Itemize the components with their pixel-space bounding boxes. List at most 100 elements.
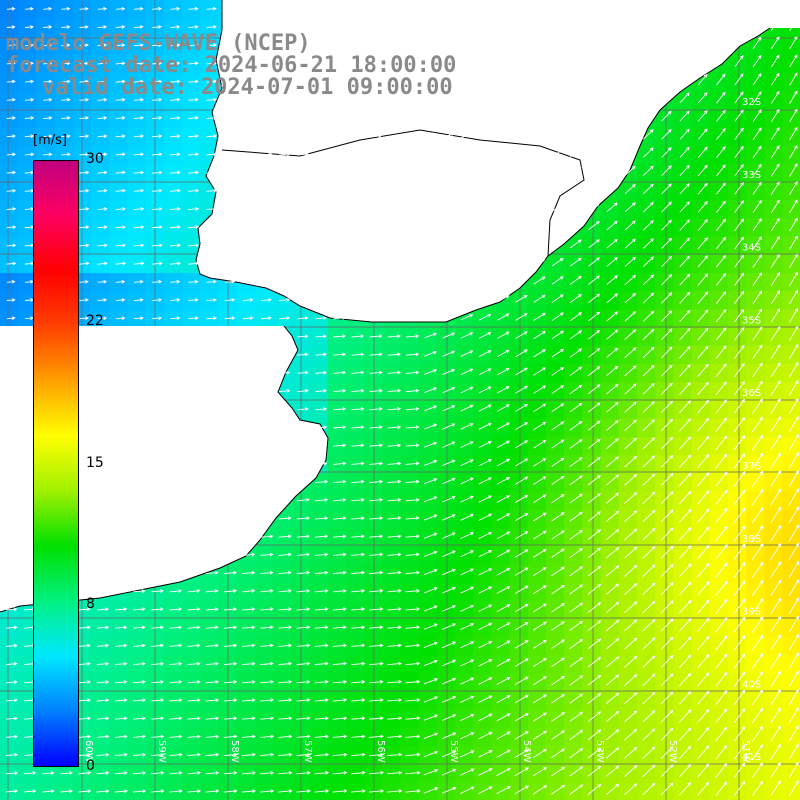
wind-arrow bbox=[479, 132, 491, 139]
wind-arrow bbox=[569, 711, 584, 722]
wind-arrow bbox=[733, 435, 746, 451]
wind-arrow bbox=[789, 72, 798, 86]
wind-arrow bbox=[643, 74, 654, 85]
wind-arrow bbox=[587, 693, 602, 704]
wind-arrow bbox=[679, 201, 690, 213]
wind-arrow bbox=[752, 762, 763, 778]
wind-arrow bbox=[624, 2, 636, 12]
wind-arrow bbox=[188, 261, 200, 266]
wind-arrow bbox=[133, 589, 146, 593]
wind-arrow bbox=[206, 443, 218, 448]
wind-arrow bbox=[605, 656, 620, 668]
wind-arrow bbox=[315, 334, 327, 339]
wind-arrow bbox=[187, 771, 202, 775]
wind-arrow bbox=[734, 182, 744, 195]
wind-arrow bbox=[151, 152, 163, 157]
wind-arrow bbox=[151, 680, 165, 684]
wind-arrow bbox=[79, 225, 90, 229]
wind-arrow bbox=[351, 589, 366, 593]
wind-arrow bbox=[369, 352, 383, 357]
wind-arrow bbox=[133, 680, 146, 684]
wind-arrow bbox=[569, 330, 583, 340]
wind-arrow bbox=[205, 789, 220, 793]
wind-arrow bbox=[678, 418, 692, 432]
wind-arrow bbox=[332, 771, 348, 775]
wind-arrow bbox=[678, 599, 692, 614]
wind-arrow bbox=[697, 37, 708, 49]
wind-arrow bbox=[97, 461, 108, 466]
wind-arrow bbox=[224, 152, 236, 157]
wind-arrow bbox=[351, 479, 365, 484]
wind-arrow bbox=[661, 310, 673, 322]
wind-arrow bbox=[733, 453, 746, 469]
wind-arrow bbox=[478, 640, 493, 649]
wind-arrow bbox=[770, 725, 781, 742]
wind-arrow bbox=[224, 479, 237, 484]
wind-arrow bbox=[61, 152, 71, 157]
wind-arrow bbox=[424, 223, 437, 230]
wind-arrow bbox=[96, 552, 109, 557]
wind-arrow bbox=[734, 326, 745, 341]
wind-arrow bbox=[423, 678, 439, 685]
wind-arrow bbox=[460, 350, 474, 357]
wind-arrow bbox=[789, 17, 798, 31]
wind-arrow bbox=[78, 661, 91, 666]
wind-arrow bbox=[715, 291, 727, 304]
wind-arrow bbox=[697, 490, 710, 505]
wind-arrow bbox=[115, 43, 126, 47]
wind-arrow bbox=[223, 716, 238, 721]
wind-arrow bbox=[569, 620, 584, 631]
wind-arrow bbox=[587, 493, 601, 504]
wind-arrow bbox=[151, 789, 165, 793]
wind-arrow bbox=[79, 116, 90, 120]
wind-arrow bbox=[697, 745, 710, 760]
wind-arrow bbox=[551, 21, 564, 30]
wind-arrow bbox=[260, 461, 273, 466]
wind-arrow bbox=[716, 73, 726, 86]
wind-arrow bbox=[242, 698, 256, 702]
wind-arrow bbox=[442, 568, 456, 576]
wind-arrow bbox=[551, 221, 564, 230]
wind-arrow bbox=[624, 474, 638, 486]
wind-arrow bbox=[570, 76, 582, 85]
wind-arrow bbox=[624, 401, 637, 413]
wind-arrow bbox=[350, 752, 366, 757]
wind-arrow bbox=[751, 452, 764, 469]
latitude-label: 35S bbox=[742, 315, 761, 326]
wind-arrow bbox=[497, 204, 510, 212]
wind-arrow bbox=[424, 114, 437, 120]
wind-arrow bbox=[133, 170, 145, 175]
wind-arrow bbox=[224, 170, 236, 175]
wind-arrow bbox=[533, 294, 546, 303]
wind-arrow bbox=[661, 110, 672, 122]
wind-arrow bbox=[770, 524, 782, 542]
wind-arrow bbox=[242, 643, 256, 648]
wind-arrow bbox=[533, 476, 547, 485]
wind-arrow bbox=[43, 6, 53, 11]
wind-arrow bbox=[496, 440, 511, 449]
wind-arrow bbox=[60, 789, 74, 794]
wind-arrow bbox=[751, 543, 764, 560]
wind-arrow bbox=[551, 385, 565, 394]
wind-arrow bbox=[387, 170, 401, 175]
wind-arrow bbox=[387, 534, 402, 539]
wind-arrow bbox=[133, 389, 145, 393]
wind-arrow bbox=[297, 370, 309, 375]
wind-arrow bbox=[315, 352, 327, 357]
wind-arrow bbox=[605, 510, 620, 522]
wind-arrow bbox=[424, 169, 437, 175]
wind-arrow bbox=[606, 39, 618, 49]
wind-arrow bbox=[78, 571, 91, 575]
wind-arrow bbox=[369, 552, 384, 557]
wind-arrow bbox=[151, 752, 165, 757]
wind-arrow bbox=[278, 643, 293, 648]
wind-arrow bbox=[115, 261, 127, 266]
wind-arrow bbox=[715, 672, 728, 687]
wind-arrow bbox=[224, 43, 236, 47]
wind-arrow bbox=[551, 167, 564, 176]
wind-arrow bbox=[242, 79, 254, 84]
wind-arrow bbox=[351, 297, 365, 302]
wind-arrow bbox=[551, 475, 565, 486]
wind-arrow bbox=[788, 670, 799, 688]
wind-arrow bbox=[661, 74, 672, 85]
